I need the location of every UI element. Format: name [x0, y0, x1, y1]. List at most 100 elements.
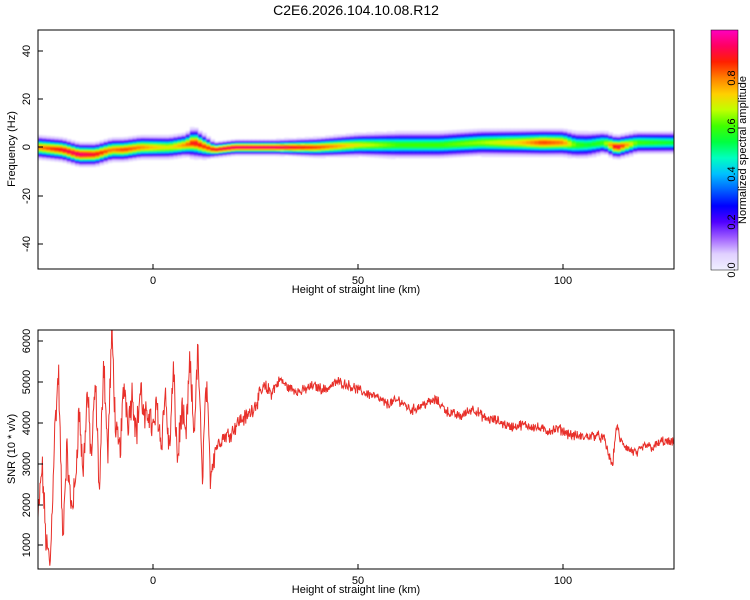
heatmap-cell — [530, 153, 536, 155]
heatmap-cell — [661, 146, 667, 149]
heatmap-cell — [456, 141, 462, 143]
heatmap-cell — [198, 156, 203, 159]
heatmap-cell — [243, 144, 248, 146]
heatmap-cell — [46, 150, 51, 152]
heatmap-cell — [423, 153, 429, 155]
heatmap-cell — [214, 142, 220, 145]
heatmap-cell — [645, 152, 650, 155]
heatmap-cell — [522, 150, 527, 153]
heatmap-cell — [152, 147, 158, 150]
heatmap-cell — [243, 142, 248, 145]
heatmap-cell — [587, 147, 593, 150]
heatmap-cell — [206, 142, 211, 144]
heatmap-cell — [456, 129, 462, 132]
heatmap-cell — [575, 153, 581, 155]
heatmap-cell — [485, 128, 490, 130]
heatmap-cell — [374, 134, 380, 137]
heatmap-cell — [382, 133, 388, 135]
heatmap-cell — [70, 155, 76, 158]
heatmap-cell — [353, 141, 359, 144]
heatmap-cell — [669, 149, 674, 151]
heatmap-cell — [501, 130, 507, 133]
heatmap-cell — [555, 133, 560, 135]
heatmap-cell — [583, 133, 589, 135]
heatmap-cell — [177, 146, 183, 148]
heatmap-cell — [226, 139, 232, 142]
heatmap-cell — [111, 151, 117, 153]
heatmap-cell — [460, 131, 466, 134]
heatmap-cell — [329, 142, 335, 145]
heatmap-cell — [645, 134, 650, 137]
heatmap-cell — [374, 148, 380, 150]
heatmap-cell — [288, 148, 293, 151]
heatmap-cell — [641, 138, 646, 140]
heatmap-cell — [42, 148, 47, 150]
heatmap-cell — [394, 142, 400, 144]
heatmap-cell — [464, 148, 470, 150]
colorbar-label: Normalized spectral amplitude — [737, 76, 749, 224]
heatmap-cell — [308, 156, 314, 158]
heatmap-cell — [202, 154, 207, 156]
heatmap-cell — [136, 145, 142, 148]
heatmap-cell — [144, 147, 150, 150]
heatmap-cell — [165, 158, 170, 161]
heatmap-cell — [567, 152, 573, 154]
heatmap-cell — [427, 143, 433, 146]
heatmap-cell — [534, 136, 540, 139]
heatmap-cell — [132, 151, 138, 153]
heatmap-cell — [456, 148, 462, 151]
heatmap-cell — [358, 147, 363, 150]
x-tick-label: 50 — [352, 575, 364, 587]
heatmap-cell — [222, 145, 228, 147]
heatmap-cell — [234, 147, 240, 150]
heatmap-cell — [431, 135, 437, 137]
heatmap-cell — [124, 160, 129, 163]
heatmap-cell — [362, 137, 367, 140]
heatmap-cell — [555, 135, 560, 137]
heatmap-cell — [46, 152, 51, 154]
heatmap-cell — [87, 156, 92, 158]
heatmap-cell — [120, 157, 125, 159]
heatmap-cell — [165, 153, 170, 156]
heatmap-cell — [193, 127, 199, 129]
heatmap-cell — [103, 140, 109, 142]
heatmap-cell — [46, 151, 51, 153]
heatmap-cell — [222, 144, 228, 146]
heatmap-cell — [411, 134, 417, 136]
heatmap-cell — [427, 135, 433, 137]
heatmap-cell — [423, 155, 429, 158]
heatmap-cell — [452, 148, 458, 151]
heatmap-cell — [661, 147, 667, 150]
heatmap-cell — [509, 141, 515, 143]
heatmap-cell — [431, 141, 437, 143]
heatmap-cell — [596, 136, 601, 139]
heatmap-cell — [74, 141, 80, 143]
heatmap-cell — [448, 152, 454, 155]
heatmap-cell — [66, 154, 72, 156]
heatmap-cell — [436, 149, 441, 152]
heatmap-cell — [107, 142, 113, 144]
heatmap-cell — [136, 149, 142, 151]
heatmap-cell — [317, 136, 322, 138]
heatmap-cell — [62, 155, 68, 158]
heatmap-cell — [637, 134, 642, 137]
heatmap-cell — [477, 136, 482, 139]
heatmap-cell — [255, 144, 261, 146]
heatmap-cell — [165, 134, 170, 137]
heatmap-cell — [95, 162, 101, 165]
heatmap-cell — [337, 143, 343, 146]
heatmap-cell — [669, 137, 674, 139]
heatmap-cell — [596, 147, 601, 149]
heatmap-cell — [505, 133, 511, 135]
heatmap-cell — [493, 142, 499, 145]
heatmap-cell — [198, 138, 203, 141]
heatmap-cell — [353, 153, 359, 156]
heatmap-cell — [542, 147, 548, 149]
heatmap-cell — [620, 139, 626, 141]
heatmap-cell — [382, 134, 388, 136]
heatmap-cell — [202, 134, 207, 137]
heatmap-cell — [83, 152, 88, 155]
heatmap-cell — [202, 142, 207, 144]
heatmap-cell — [378, 142, 384, 144]
heatmap-cell — [448, 155, 454, 157]
